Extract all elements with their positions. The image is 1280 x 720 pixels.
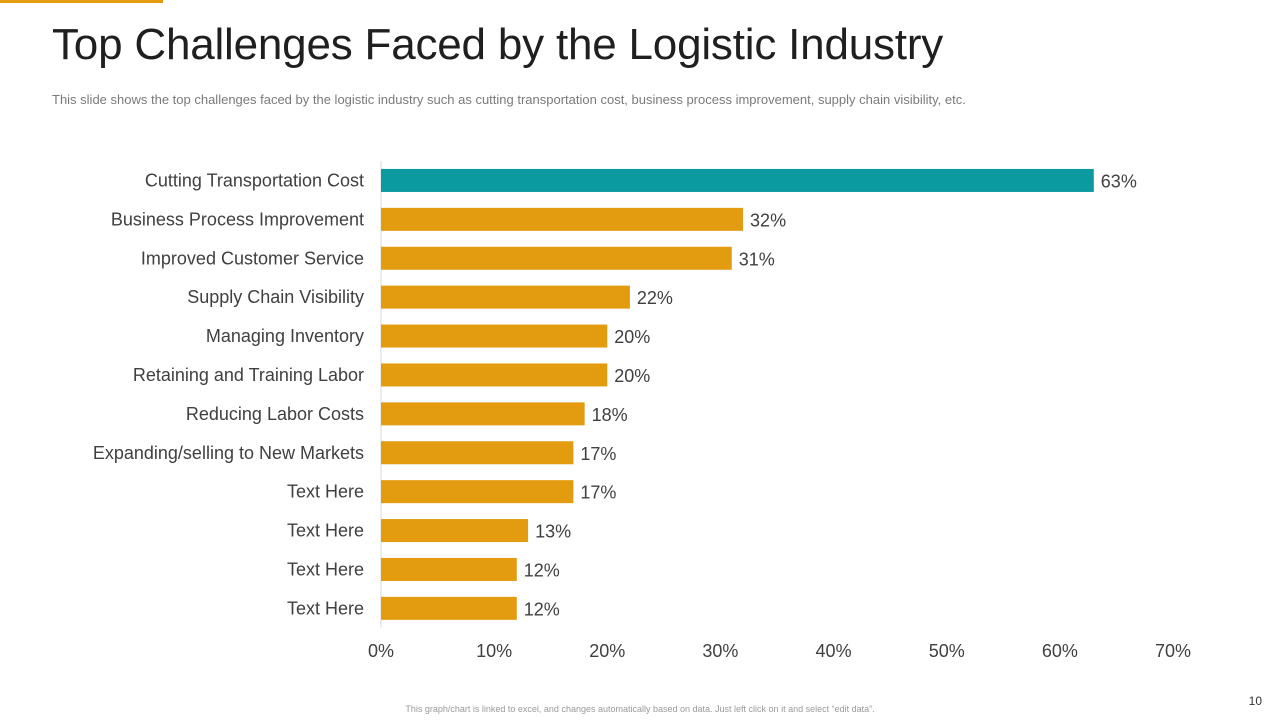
data-label: 31% xyxy=(739,249,775,269)
bar[interactable] xyxy=(381,557,517,581)
data-label: 17% xyxy=(580,444,616,464)
x-tick-label: 30% xyxy=(702,641,738,661)
data-label: 20% xyxy=(614,327,650,347)
x-tick-label: 70% xyxy=(1155,641,1191,661)
x-tick-label: 40% xyxy=(816,641,852,661)
footer-note: This graph/chart is linked to excel, and… xyxy=(405,704,875,714)
data-label: 13% xyxy=(535,522,571,542)
bar[interactable] xyxy=(381,480,574,504)
data-label: 32% xyxy=(750,210,786,230)
bar[interactable] xyxy=(381,207,744,231)
x-tick-label: 0% xyxy=(368,641,394,661)
category-label: Managing Inventory xyxy=(206,326,364,346)
data-label: 63% xyxy=(1101,171,1137,191)
page-title: Top Challenges Faced by the Logistic Ind… xyxy=(52,20,944,69)
category-label: Cutting Transportation Cost xyxy=(145,170,364,190)
bar[interactable] xyxy=(381,402,585,426)
category-label: Text Here xyxy=(287,559,364,579)
bar[interactable] xyxy=(381,246,732,270)
category-label: Retaining and Training Labor xyxy=(133,365,364,385)
category-label: Text Here xyxy=(287,521,364,541)
bar[interactable] xyxy=(381,285,630,309)
category-label: Improved Customer Service xyxy=(141,248,364,268)
page-number: 10 xyxy=(1248,694,1262,708)
bar[interactable] xyxy=(381,168,1094,192)
data-label: 22% xyxy=(637,288,673,308)
x-tick-label: 20% xyxy=(589,641,625,661)
x-tick-label: 50% xyxy=(929,641,965,661)
data-label: 18% xyxy=(592,405,628,425)
x-tick-label: 10% xyxy=(476,641,512,661)
bar[interactable] xyxy=(381,441,574,465)
category-label: Text Here xyxy=(287,598,364,618)
page-subtitle: This slide shows the top challenges face… xyxy=(52,92,966,107)
data-label: 17% xyxy=(580,483,616,503)
data-label: 12% xyxy=(524,560,560,580)
category-label: Text Here xyxy=(287,482,364,502)
bar[interactable] xyxy=(381,363,608,387)
bar[interactable] xyxy=(381,324,608,348)
x-tick-label: 60% xyxy=(1042,641,1078,661)
category-label: Supply Chain Visibility xyxy=(187,287,364,307)
category-label: Reducing Labor Costs xyxy=(186,404,364,424)
category-label: Expanding/selling to New Markets xyxy=(93,443,364,463)
data-label: 12% xyxy=(524,599,560,619)
data-label: 20% xyxy=(614,366,650,386)
accent-line xyxy=(0,0,163,3)
bar[interactable] xyxy=(381,519,529,543)
category-label: Business Process Improvement xyxy=(111,209,364,229)
bar[interactable] xyxy=(381,596,517,620)
